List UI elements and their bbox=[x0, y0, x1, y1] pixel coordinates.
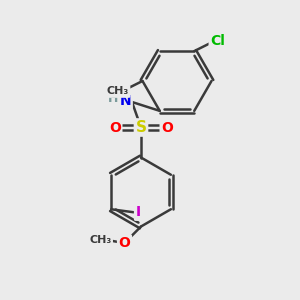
Text: N: N bbox=[120, 94, 131, 107]
Text: O: O bbox=[118, 236, 130, 250]
Text: O: O bbox=[161, 121, 173, 134]
Text: H: H bbox=[108, 92, 118, 105]
Text: O: O bbox=[109, 121, 121, 134]
Text: CH₃: CH₃ bbox=[89, 235, 112, 245]
Text: Cl: Cl bbox=[210, 34, 225, 48]
Text: I: I bbox=[136, 205, 141, 219]
Text: S: S bbox=[136, 120, 146, 135]
Text: CH₃: CH₃ bbox=[107, 86, 129, 97]
